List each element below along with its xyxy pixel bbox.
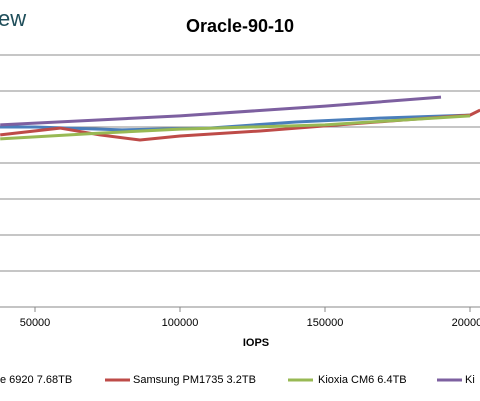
chart-title: Oracle-90-10: [186, 16, 294, 36]
legend-label: e 6920 7.68TB: [0, 374, 72, 386]
x-axis-label: IOPS: [243, 337, 269, 349]
x-tick-label: 100000: [162, 317, 199, 329]
legend-label: Samsung PM1735 3.2TB: [133, 374, 256, 386]
watermark: ew: [0, 6, 26, 31]
x-tick-label: 50000: [20, 317, 51, 329]
x-tick-label: 150000: [307, 317, 344, 329]
legend-label: Kioxia CM6 6.4TB: [318, 374, 407, 386]
series-line: [0, 95, 442, 127]
legend-label: Ki: [465, 374, 475, 386]
series-line: [0, 114, 471, 141]
x-tick-label: 200000: [452, 317, 480, 329]
